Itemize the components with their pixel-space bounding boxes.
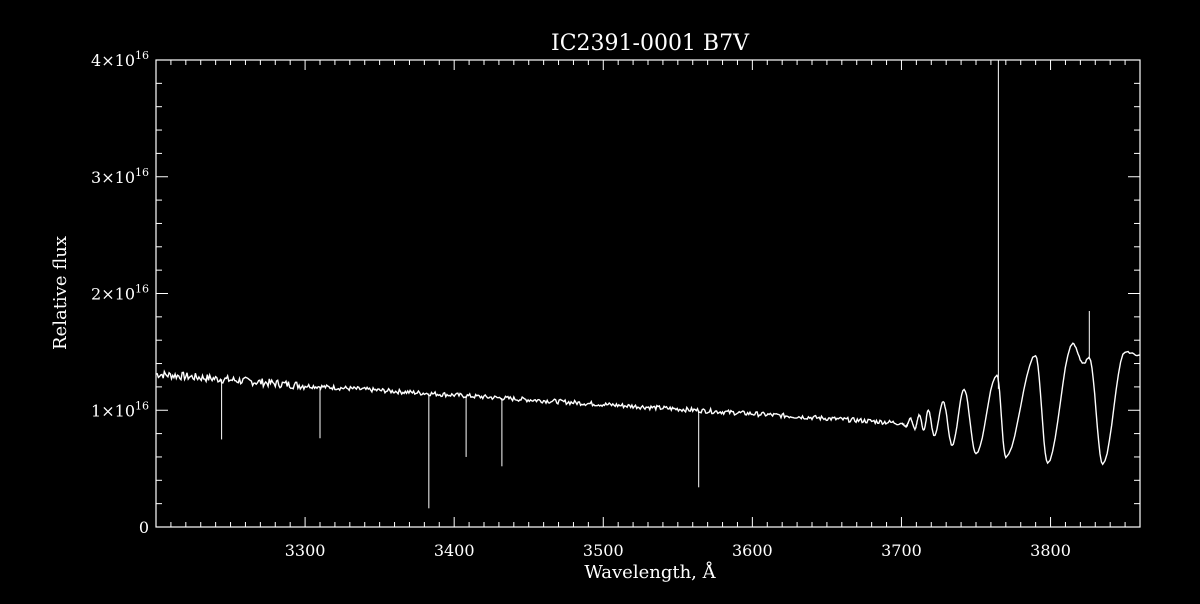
y-axis-label: Relative flux: [50, 236, 71, 350]
y-tick-label: 0: [139, 518, 149, 537]
ticks: 3300 3400 3500 3600 3700 3800 0 1×1016 2×1016 3×1…: [91, 49, 1141, 560]
spectrum-line: [155, 342, 1141, 466]
x-tick-label: 3500: [583, 541, 624, 560]
plot-frame: [155, 59, 1141, 528]
x-axis-label: Wavelength, Å: [584, 561, 716, 583]
y-tick-label: 3×1016: [91, 166, 149, 187]
x-tick-label: 3300: [285, 541, 326, 560]
labels: IC2391-0001 B7V Wavelength, Å Relative f…: [50, 31, 750, 583]
x-tick-label: 3600: [732, 541, 773, 560]
y-tick-label: 1×1016: [91, 399, 149, 420]
chart-title: IC2391-0001 B7V: [551, 31, 750, 56]
axes: [155, 59, 1141, 528]
y-tick-label: 4×1016: [91, 49, 149, 70]
x-tick-label: 3800: [1030, 541, 1071, 560]
y-tick-label: 2×1016: [91, 283, 149, 304]
x-tick-label: 3400: [434, 541, 475, 560]
x-tick-label: 3700: [881, 541, 922, 560]
series: [155, 60, 1141, 509]
